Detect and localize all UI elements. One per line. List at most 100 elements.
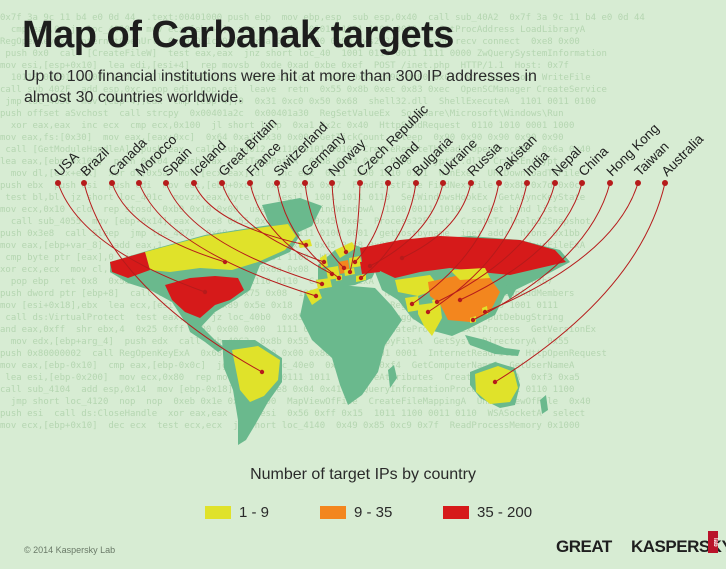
landmass-new-zealand — [540, 395, 548, 414]
legend: 1 - 9 9 - 35 35 - 200 — [0, 502, 726, 522]
country-brazil — [232, 346, 280, 402]
target-dot-brazil — [259, 369, 265, 375]
leader-line-ukraine — [369, 182, 444, 267]
landmass-southeast-asia — [465, 335, 520, 356]
page-title: Map of Carbanak targets — [22, 14, 454, 56]
leader-line-pakistan — [411, 182, 500, 305]
label-dot-great-britain — [219, 180, 225, 186]
country-labels: USABrazilCanadaMoroccoSpainIcelandGreat … — [52, 101, 707, 179]
target-dot-czech-republic — [347, 269, 353, 275]
landmass-central-america — [185, 318, 225, 352]
label-dot-ukraine — [440, 180, 446, 186]
target-dot-switzerland — [336, 275, 342, 281]
label-dot-russia — [468, 180, 474, 186]
label-dot-spain — [163, 180, 169, 186]
legend-title: Number of target IPs by country — [250, 466, 476, 483]
leader-line-nepal — [436, 182, 556, 303]
copyright: © 2014 Kaspersky Lab — [24, 545, 116, 555]
leader-lines — [55, 180, 668, 385]
country-australia — [475, 366, 518, 404]
leader-line-brazil — [83, 182, 263, 373]
target-dot-taiwan — [482, 309, 488, 315]
legend-item-35-200: 35 - 200 — [443, 502, 532, 522]
leader-line-spain — [165, 182, 323, 285]
country-label-usa: USA — [52, 149, 82, 179]
target-dot-usa — [202, 289, 208, 295]
country-russia — [360, 236, 566, 278]
leader-line-russia — [401, 182, 472, 259]
leader-line-india — [427, 182, 528, 313]
country-usa — [165, 276, 244, 318]
legend-label-1-9: 1 - 9 — [239, 503, 270, 521]
label-dot-china — [579, 180, 585, 186]
leader-line-poland — [354, 182, 389, 263]
label-dot-taiwan — [635, 180, 641, 186]
label-dot-pakistan — [496, 180, 502, 186]
leader-line-morocco — [138, 182, 317, 297]
target-dot-france — [329, 271, 335, 277]
legend-swatch-red — [443, 505, 469, 519]
target-dot-poland — [352, 259, 358, 265]
label-dot-usa — [55, 180, 61, 186]
country-label-china: China — [576, 143, 612, 179]
leader-line-bulgaria — [360, 182, 417, 279]
target-countries — [110, 224, 566, 404]
leader-line-usa — [57, 182, 206, 293]
legend-label-9-35: 9 - 35 — [354, 503, 393, 521]
leader-line-germany — [304, 182, 345, 269]
leader-line-taiwan — [484, 182, 639, 313]
label-dot-poland — [385, 180, 391, 186]
target-dot-india — [425, 309, 431, 315]
label-dot-canada — [109, 180, 115, 186]
country-label-nepal: Nepal — [549, 144, 585, 180]
legend-swatch-orange — [320, 505, 346, 519]
target-dot-spain — [319, 281, 325, 287]
target-dot-bulgaria — [358, 275, 364, 281]
label-dot-brazil — [81, 180, 87, 186]
label-dot-switzerland — [274, 180, 280, 186]
label-dot-czech-republic — [357, 180, 363, 186]
leader-line-australia — [494, 182, 666, 383]
label-dot-australia — [662, 180, 668, 186]
country-morocco — [305, 288, 322, 305]
label-dot-france — [247, 180, 253, 186]
great-logo: GREAT — [556, 537, 612, 556]
target-dot-nepal — [434, 299, 440, 305]
landmass-japan — [505, 278, 518, 300]
target-dot-hong-kong — [470, 317, 476, 323]
label-dot-india — [524, 180, 530, 186]
target-dot-morocco — [313, 293, 319, 299]
target-dot-ukraine — [367, 263, 373, 269]
kaspersky-lab-mark: lab — [708, 531, 718, 553]
legend-swatch-yellow — [205, 505, 231, 519]
leader-line-china — [459, 182, 583, 301]
target-dot-australia — [492, 379, 498, 385]
kaspersky-logo: KASPERSKY — [631, 537, 726, 556]
landmass-madagascar — [388, 365, 397, 388]
label-dot-norway — [329, 180, 335, 186]
leader-line-norway — [331, 182, 347, 253]
leader-line-great-britain — [221, 182, 325, 263]
leader-line-canada — [111, 182, 226, 263]
region-central-asia — [395, 275, 440, 296]
leader-line-czech-republic — [349, 182, 361, 273]
label-dot-germany — [302, 180, 308, 186]
label-dot-bulgaria — [413, 180, 419, 186]
landmass-africa — [300, 285, 402, 405]
leader-line-france — [249, 182, 333, 275]
target-dot-germany — [341, 265, 347, 271]
target-dot-china — [457, 297, 463, 303]
legend-item-1-9: 1 - 9 — [205, 502, 269, 522]
target-dot-norway — [343, 249, 349, 255]
country-india — [418, 302, 442, 336]
legend-label-35-200: 35 - 200 — [477, 503, 533, 521]
legend-item-9-35: 9 - 35 — [320, 502, 392, 522]
label-dot-iceland — [191, 180, 197, 186]
leader-line-switzerland — [276, 182, 340, 279]
country-label-brazil: Brazil — [78, 145, 112, 179]
label-dot-nepal — [552, 180, 558, 186]
country-usa-alaska — [110, 252, 150, 278]
page-subtitle: Up to 100 financial institutions were hi… — [24, 68, 537, 106]
target-dot-russia — [399, 255, 405, 261]
